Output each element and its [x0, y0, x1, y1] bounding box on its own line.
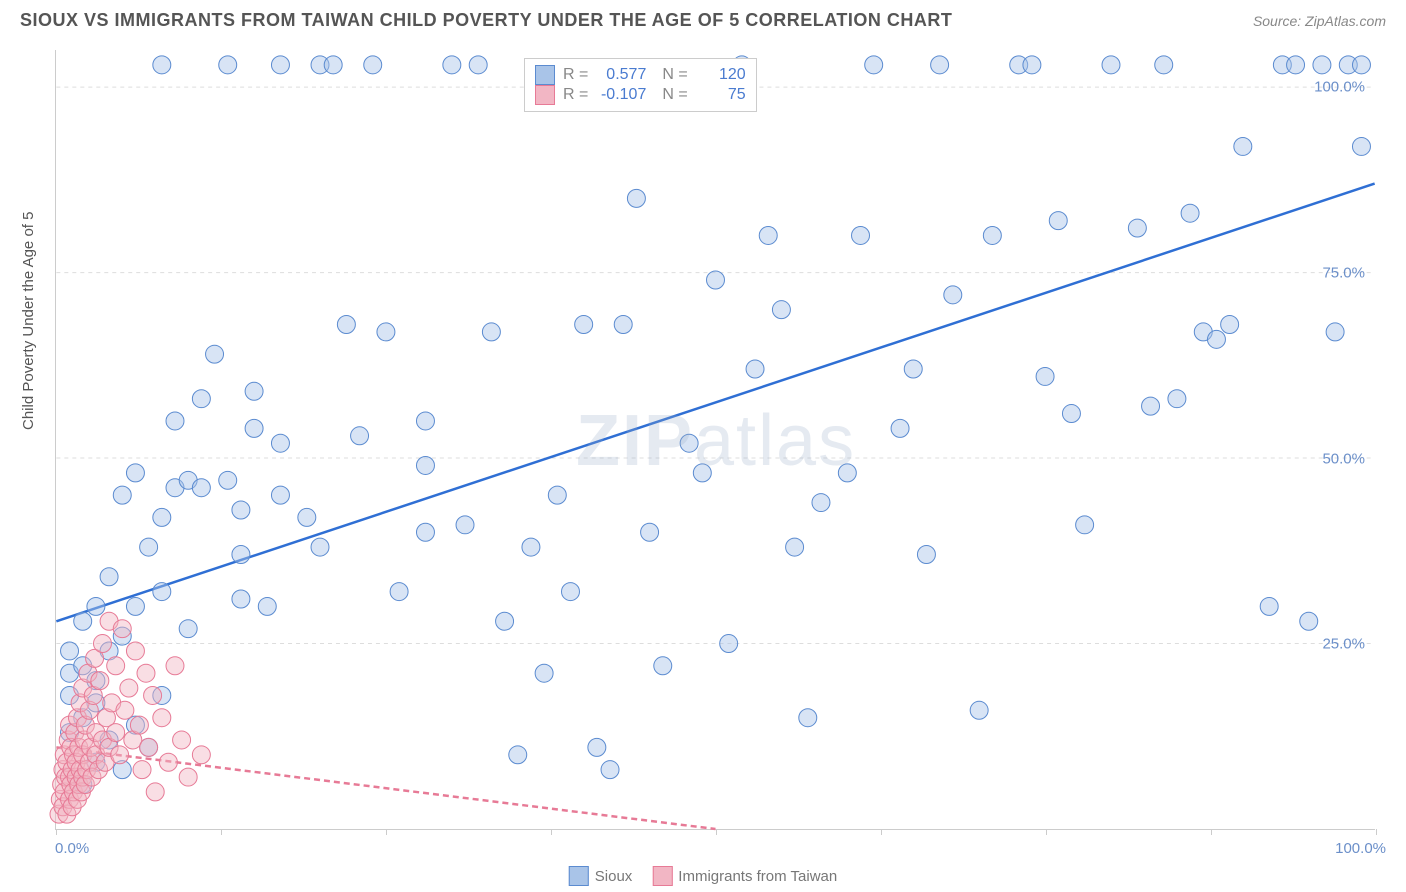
x-tick-mark: [881, 829, 882, 835]
r-label: R =: [563, 66, 588, 84]
chart-title: SIOUX VS IMMIGRANTS FROM TAIWAN CHILD PO…: [20, 10, 952, 31]
y-tick-label: 75.0%: [1322, 264, 1365, 281]
x-tick-mark: [221, 829, 222, 835]
legend-swatch: [652, 866, 672, 886]
x-axis-start-label: 0.0%: [55, 840, 89, 857]
r-value: -0.107: [596, 86, 646, 104]
x-tick-mark: [56, 829, 57, 835]
x-tick-mark: [551, 829, 552, 835]
n-label: N =: [662, 86, 687, 104]
legend-swatch: [569, 866, 589, 886]
x-tick-mark: [386, 829, 387, 835]
chart-header: SIOUX VS IMMIGRANTS FROM TAIWAN CHILD PO…: [0, 0, 1406, 36]
legend-swatch: [535, 65, 555, 85]
scatter-svg: [56, 50, 1375, 829]
x-tick-mark: [1211, 829, 1212, 835]
y-tick-label: 100.0%: [1314, 79, 1365, 96]
chart-source: Source: ZipAtlas.com: [1253, 13, 1386, 29]
legend-item: Immigrants from Taiwan: [652, 866, 837, 886]
legend-label: Immigrants from Taiwan: [678, 868, 837, 885]
r-label: R =: [563, 86, 588, 104]
legend-label: Sioux: [595, 868, 633, 885]
y-tick-label: 50.0%: [1322, 450, 1365, 467]
series-legend: Sioux Immigrants from Taiwan: [569, 866, 837, 886]
r-value: 0.577: [596, 66, 646, 84]
n-value: 120: [696, 66, 746, 84]
y-axis-label: Child Poverty Under the Age of 5: [20, 212, 37, 430]
legend-swatch: [535, 85, 555, 105]
correlation-row: R = 0.577 N = 120: [535, 65, 746, 85]
chart-plot-area: ZIPatlas 25.0%50.0%75.0%100.0%: [55, 50, 1375, 830]
n-label: N =: [662, 66, 687, 84]
x-tick-mark: [1376, 829, 1377, 835]
y-tick-label: 25.0%: [1322, 636, 1365, 653]
n-value: 75: [696, 86, 746, 104]
legend-item: Sioux: [569, 866, 633, 886]
correlation-row: R = -0.107 N = 75: [535, 85, 746, 105]
x-tick-mark: [716, 829, 717, 835]
x-axis-end-label: 100.0%: [1335, 840, 1386, 857]
correlation-legend: R = 0.577 N = 120 R = -0.107 N = 75: [524, 58, 757, 112]
x-tick-mark: [1046, 829, 1047, 835]
